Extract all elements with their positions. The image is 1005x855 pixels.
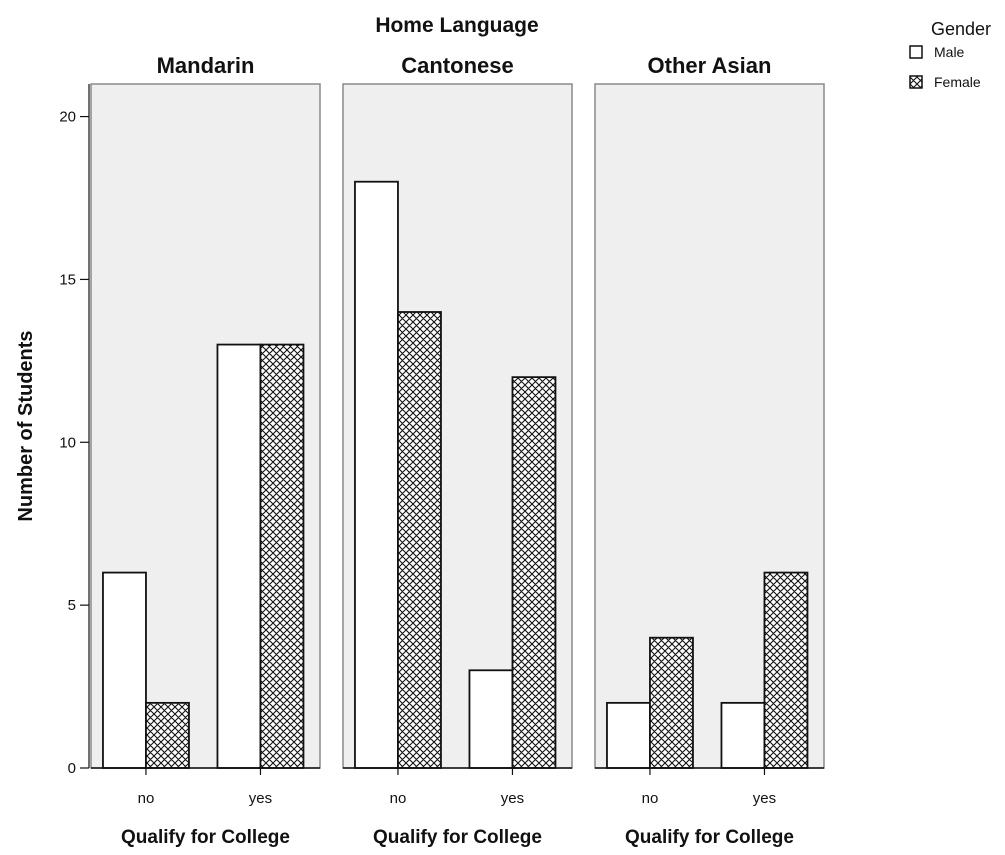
panel-title: Mandarin	[157, 53, 255, 78]
y-tick-label: 15	[59, 271, 76, 288]
y-axis-label: Number of Students	[15, 330, 37, 521]
x-tick-label: no	[390, 790, 407, 807]
x-axis-label: Qualify for College	[625, 827, 794, 848]
y-tick-label: 10	[59, 434, 76, 451]
legend-swatch-male	[909, 45, 923, 59]
bar-male-yes	[216, 343, 262, 769]
legend: Gender Male Female	[909, 19, 991, 90]
bar-male-no	[102, 571, 147, 769]
x-tick-label: yes	[501, 790, 524, 807]
panel-title: Cantonese	[401, 53, 513, 78]
legend-title: Gender	[931, 19, 991, 39]
x-tick-label: no	[138, 790, 155, 807]
x-tick-label: no	[642, 790, 659, 807]
bar-male-yes	[720, 701, 766, 769]
bar-female-no	[145, 701, 190, 769]
panel-title: Other Asian	[648, 53, 772, 78]
y-tick-label: 20	[59, 109, 76, 126]
y-axis: 0 5 10 15 20	[59, 84, 90, 777]
bar-female-no	[649, 636, 694, 769]
bar-female-no	[397, 311, 442, 769]
x-tick-label: yes	[753, 790, 776, 807]
y-tick-label: 5	[68, 597, 76, 614]
x-tick-label: yes	[249, 790, 272, 807]
bar-male-no	[606, 701, 651, 769]
panel-other-asian: Other Asian no yes Qualify for College	[594, 53, 825, 848]
panel-mandarin: Mandarin no yes Qualify for College	[90, 53, 321, 848]
bar-female-yes	[763, 571, 809, 769]
legend-label-male: Male	[934, 44, 965, 60]
legend-label-female: Female	[934, 74, 981, 90]
bar-female-yes	[511, 376, 557, 769]
x-axis-label: Qualify for College	[373, 827, 542, 848]
bar-female-yes	[259, 343, 305, 769]
chart-title: Home Language	[375, 14, 538, 37]
x-axis-label: Qualify for College	[121, 827, 290, 848]
legend-swatch-female	[909, 75, 923, 89]
bar-male-yes	[468, 669, 514, 769]
y-tick-label: 0	[68, 760, 76, 777]
panel-cantonese: Cantonese no yes Qualify for College	[342, 53, 573, 848]
bar-male-no	[354, 180, 399, 769]
